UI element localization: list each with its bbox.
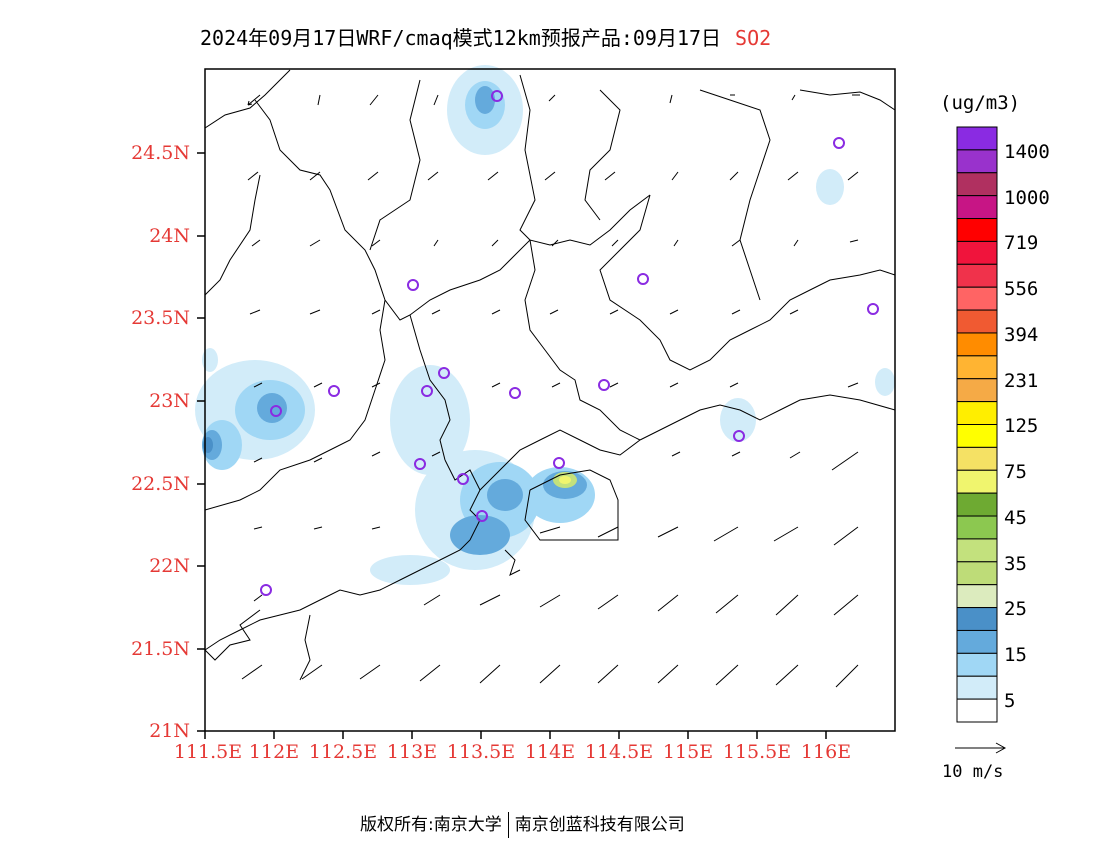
x-tick-label: 111.5E xyxy=(173,741,243,763)
x-tick-label: 113.5E xyxy=(446,741,516,763)
wind-vectors xyxy=(241,94,860,688)
colorbar-label: 231 xyxy=(1004,370,1039,392)
colorbar xyxy=(956,126,998,723)
colorbar-label: 15 xyxy=(1004,644,1027,666)
title-main: 2024年09月17日WRF/cmaq模式12km预报产品:09月17日 xyxy=(200,26,722,50)
colorbar-swatch xyxy=(956,515,998,540)
colorbar-swatch xyxy=(956,652,998,677)
x-tick-label: 112.5E xyxy=(308,741,378,763)
x-tick-label: 112E xyxy=(248,741,300,763)
colorbar-label: 1000 xyxy=(1004,187,1050,209)
colorbar-label: 25 xyxy=(1004,598,1027,620)
boundaries xyxy=(204,69,896,681)
colorbar-swatch xyxy=(956,309,998,334)
colorbar-swatch xyxy=(956,378,998,403)
y-tick-label: 22N xyxy=(149,555,190,577)
copyright-footer: 版权所有:南京大学 南京创蓝科技有限公司 xyxy=(360,810,685,838)
colorbar-label: 719 xyxy=(1004,232,1039,254)
y-tick-label: 23.5N xyxy=(131,307,190,329)
concentration-field xyxy=(195,65,895,585)
colorbar-swatch xyxy=(956,446,998,471)
y-tick-label: 24N xyxy=(149,225,190,247)
x-tick-label: 113E xyxy=(386,741,438,763)
colorbar-swatch xyxy=(956,675,998,700)
colorbar-swatch xyxy=(956,149,998,174)
colorbar-swatch xyxy=(956,263,998,288)
colorbar-swatch xyxy=(956,126,998,151)
colorbar-label: 125 xyxy=(1004,415,1039,437)
colorbar-swatch xyxy=(956,492,998,517)
y-tick-label: 22.5N xyxy=(131,473,190,495)
colorbar-swatch xyxy=(956,629,998,654)
map-title: 2024年09月17日WRF/cmaq模式12km预报产品:09月17日 SO2 xyxy=(200,22,771,51)
stations xyxy=(260,90,879,596)
colorbar-swatch xyxy=(956,332,998,357)
colorbar-swatch xyxy=(956,698,998,723)
colorbar-label: 556 xyxy=(1004,278,1039,300)
colorbar-label: 1400 xyxy=(1004,141,1050,163)
title-species: SO2 xyxy=(735,26,772,50)
x-tick-label: 115E xyxy=(662,741,714,763)
x-tick-label: 116E xyxy=(800,741,852,763)
colorbar-swatch xyxy=(956,172,998,197)
colorbar-unit: (ug/m3) xyxy=(940,92,1021,114)
footer-divider xyxy=(507,812,509,838)
y-tick-label: 24.5N xyxy=(131,142,190,164)
colorbar-label: 394 xyxy=(1004,324,1039,346)
colorbar-label: 5 xyxy=(1004,690,1016,712)
colorbar-label: 45 xyxy=(1004,507,1027,529)
y-tick-label: 21N xyxy=(149,720,190,742)
colorbar-swatch xyxy=(956,401,998,426)
colorbar-swatch xyxy=(956,607,998,631)
y-tick-label: 21.5N xyxy=(131,638,190,660)
colorbar-swatch xyxy=(956,218,998,242)
footer-right: 南京创蓝科技有限公司 xyxy=(514,815,685,835)
x-tick-label: 114.5E xyxy=(584,741,654,763)
colorbar-swatch xyxy=(956,195,998,220)
x-tick-label: 115.5E xyxy=(722,741,792,763)
colorbar-swatch xyxy=(956,469,998,494)
y-tick-label: 23N xyxy=(149,390,190,412)
x-tick-label: 114E xyxy=(524,741,576,763)
wind-reference-label: 10 m/s xyxy=(942,762,1004,782)
colorbar-swatch xyxy=(956,424,998,448)
wind-reference-arrow xyxy=(955,742,1007,754)
colorbar-swatch xyxy=(956,355,998,380)
colorbar-label: 75 xyxy=(1004,461,1027,483)
colorbar-swatch xyxy=(956,240,998,265)
colorbar-swatch xyxy=(956,286,998,311)
plot-frame xyxy=(197,68,896,739)
colorbar-swatch xyxy=(956,584,998,609)
footer-left: 版权所有:南京大学 xyxy=(360,815,502,835)
colorbar-label: 35 xyxy=(1004,553,1027,575)
colorbar-swatch xyxy=(956,538,998,563)
colorbar-swatch xyxy=(956,561,998,586)
